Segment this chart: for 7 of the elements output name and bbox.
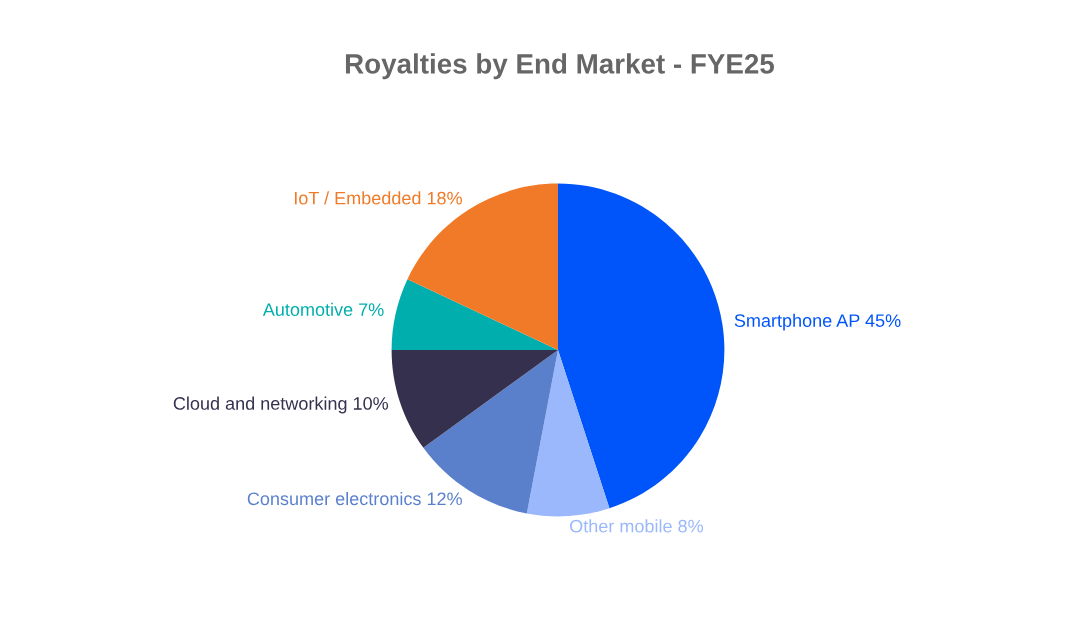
slice-label: Smartphone AP 45% <box>734 313 901 331</box>
chart-title: Royalties by End Market - FYE25 <box>345 53 775 80</box>
slice-label: Automotive 7% <box>262 302 384 317</box>
slice-label: IoT / Embedded 18% <box>294 191 462 205</box>
slice-label: Cloud and networking 10% <box>173 396 389 414</box>
slice-label: Consumer electronics 12% <box>247 491 462 506</box>
slice-label: Other mobile 8% <box>570 519 704 533</box>
